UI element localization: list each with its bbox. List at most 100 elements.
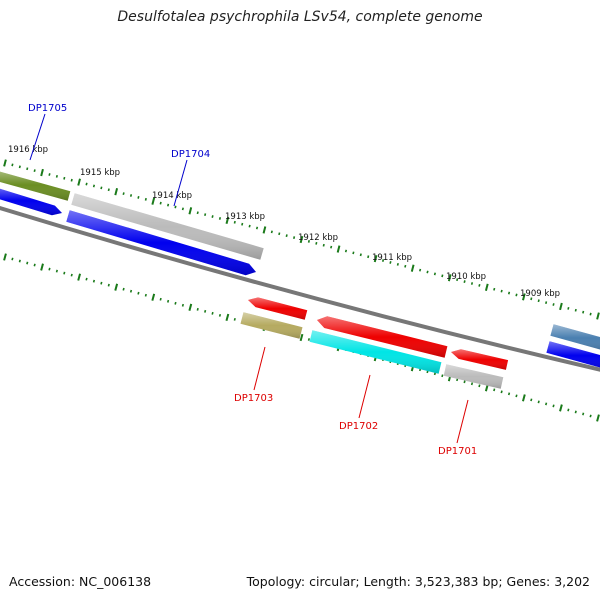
minor-tick <box>144 293 147 297</box>
minor-tick <box>352 251 355 255</box>
label-leader-line <box>29 113 46 161</box>
minor-tick <box>129 289 133 293</box>
minor-tick <box>122 287 125 291</box>
gene-label[interactable]: DP1705 <box>28 103 67 114</box>
minor-tick <box>70 178 73 182</box>
label-leader-line <box>358 374 371 419</box>
minor-tick <box>530 398 533 402</box>
minor-tick <box>456 378 459 382</box>
minor-tick <box>574 308 577 312</box>
feature-shading <box>550 324 600 350</box>
minor-tick <box>470 282 474 285</box>
scale-label: 1915 kbp <box>80 168 120 178</box>
minor-tick <box>204 213 207 217</box>
minor-tick <box>92 184 96 188</box>
minor-tick <box>174 205 177 209</box>
minor-tick <box>589 312 592 316</box>
minor-tick <box>404 264 407 268</box>
major-tick <box>596 312 600 320</box>
minor-tick <box>26 167 29 171</box>
major-tick <box>77 178 81 186</box>
gene-label[interactable]: DP1704 <box>171 149 210 160</box>
minor-tick <box>181 303 184 307</box>
minor-tick <box>48 173 51 176</box>
feature-shading <box>451 349 509 370</box>
minor-tick <box>478 283 481 287</box>
minor-tick <box>196 307 199 311</box>
minor-tick <box>322 243 325 247</box>
minor-tick <box>48 267 51 271</box>
minor-tick <box>55 174 58 178</box>
map-title: Desulfotalea psychrophila LSv54, complet… <box>117 9 483 25</box>
minor-tick <box>582 310 585 314</box>
major-tick <box>188 303 193 311</box>
feature-shading <box>443 364 504 389</box>
minor-tick <box>367 255 370 259</box>
minor-tick <box>18 165 21 169</box>
major-tick <box>114 188 119 196</box>
feature-shading <box>71 193 264 260</box>
minor-tick <box>419 268 422 272</box>
minor-tick <box>574 410 577 414</box>
minor-tick <box>122 192 125 196</box>
minor-tick <box>137 196 140 199</box>
minor-tick <box>493 287 496 291</box>
minor-tick <box>33 263 36 267</box>
major-tick <box>225 313 230 322</box>
major-tick <box>188 207 193 215</box>
major-tick <box>596 414 600 422</box>
major-tick <box>559 404 563 412</box>
minor-tick <box>204 309 207 313</box>
major-tick <box>3 253 7 261</box>
feature-shading <box>0 171 71 201</box>
major-tick <box>3 159 7 167</box>
minor-tick <box>507 392 511 396</box>
minor-tick <box>359 253 362 257</box>
feature-shading <box>546 341 600 368</box>
minor-tick <box>589 414 592 418</box>
scale-labels: 1916 kbp 1915 kbp 1914 kbp 1913 kbp 1912 kbp… <box>8 145 560 299</box>
minor-tick <box>493 388 496 392</box>
label-leader-line <box>173 159 188 207</box>
minor-tick <box>100 186 103 190</box>
minor-tick <box>315 241 318 245</box>
minor-tick <box>211 311 214 315</box>
gene-label[interactable]: DP1701 <box>438 446 477 457</box>
minor-tick <box>63 176 66 180</box>
minor-tick <box>92 279 96 283</box>
major-tick <box>336 245 341 253</box>
minor-tick <box>433 272 437 276</box>
major-tick <box>373 254 378 263</box>
minor-tick <box>515 394 518 398</box>
genome-backbone <box>0 205 600 372</box>
major-tick <box>262 226 267 234</box>
minor-tick <box>196 211 199 215</box>
minor-tick <box>515 293 518 297</box>
minor-tick <box>330 245 333 249</box>
minor-tick <box>166 203 170 207</box>
minor-tick <box>85 277 88 281</box>
minor-tick <box>307 338 311 341</box>
minor-tick <box>18 259 21 263</box>
minor-tick <box>55 269 58 273</box>
minor-tick <box>381 259 385 262</box>
feature-shading <box>0 188 62 216</box>
minor-tick <box>507 291 511 295</box>
minor-tick <box>389 261 392 264</box>
gene-label[interactable]: DP1702 <box>339 421 378 432</box>
major-tick <box>151 197 156 205</box>
minor-tick <box>582 412 585 416</box>
minor-tick <box>107 188 110 192</box>
minor-tick <box>63 271 66 275</box>
label-leader-line <box>253 346 266 391</box>
minor-tick <box>181 207 184 211</box>
feature-shading <box>309 330 442 374</box>
label-leader-line <box>456 399 469 444</box>
major-tick <box>521 394 526 402</box>
minor-tick <box>248 224 251 228</box>
gene-label[interactable]: DP1703 <box>234 393 273 404</box>
minor-tick <box>567 408 570 412</box>
major-tick <box>114 283 119 291</box>
major-tick <box>77 273 82 281</box>
